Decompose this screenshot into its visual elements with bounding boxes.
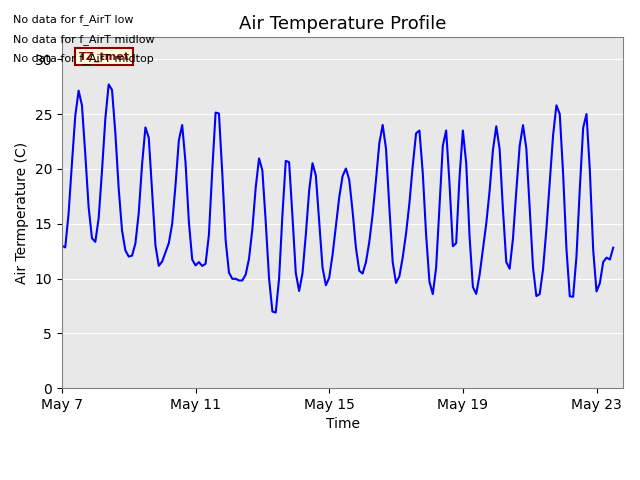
Text: TZ_tmet: TZ_tmet (79, 51, 130, 61)
Y-axis label: Air Termperature (C): Air Termperature (C) (15, 142, 29, 284)
Title: Air Temperature Profile: Air Temperature Profile (239, 15, 446, 33)
Text: No data for f_AirT midlow: No data for f_AirT midlow (13, 34, 154, 45)
Legend:  (346, 452, 358, 464)
X-axis label: Time: Time (326, 418, 360, 432)
Text: No data for f_AirT low: No data for f_AirT low (13, 14, 133, 25)
Text: No data for f_AirT midtop: No data for f_AirT midtop (13, 53, 154, 64)
